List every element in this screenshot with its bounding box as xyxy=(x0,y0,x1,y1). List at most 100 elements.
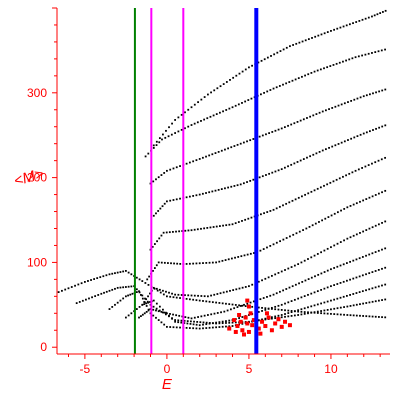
data-point xyxy=(371,271,374,273)
data-point xyxy=(124,269,127,272)
data-point xyxy=(342,280,345,283)
data-point xyxy=(384,298,387,301)
data-point xyxy=(230,146,233,149)
data-point xyxy=(251,64,253,67)
data-point xyxy=(318,221,320,223)
data-point xyxy=(100,292,103,295)
data-point xyxy=(314,35,317,38)
data-point xyxy=(263,91,265,94)
data-point xyxy=(331,107,334,109)
data-point xyxy=(155,144,158,146)
data-point xyxy=(203,295,206,298)
data-point xyxy=(368,196,371,199)
data-point xyxy=(207,93,209,96)
data-point xyxy=(145,302,148,305)
data-point xyxy=(349,236,352,239)
data-point xyxy=(365,315,368,318)
data-point xyxy=(241,102,243,104)
data-point xyxy=(381,221,383,224)
data-point xyxy=(359,96,362,99)
data-point xyxy=(260,59,263,62)
data-point xyxy=(152,286,155,289)
data-point xyxy=(215,301,218,304)
data-point xyxy=(364,17,367,20)
data-point xyxy=(122,270,125,273)
data-point xyxy=(260,213,262,216)
highlight-point xyxy=(243,315,248,320)
data-point xyxy=(229,308,232,311)
data-point xyxy=(279,240,281,243)
data-point xyxy=(156,240,158,243)
data-point xyxy=(352,314,355,317)
data-point xyxy=(215,326,218,329)
data-point xyxy=(217,188,220,191)
data-point xyxy=(165,311,167,314)
data-point xyxy=(348,58,351,61)
data-point xyxy=(342,175,344,178)
data-point xyxy=(377,50,380,53)
data-point xyxy=(147,152,150,155)
data-point xyxy=(361,256,364,258)
data-point xyxy=(323,309,326,312)
data-point xyxy=(215,113,218,115)
data-point xyxy=(250,216,253,219)
data-point xyxy=(158,288,161,291)
data-point xyxy=(234,222,237,225)
data-point xyxy=(157,261,160,264)
data-point xyxy=(241,322,244,325)
data-point xyxy=(215,321,218,324)
data-point xyxy=(155,302,158,305)
data-point xyxy=(285,46,288,49)
data-point xyxy=(355,21,358,23)
data-point xyxy=(210,294,212,297)
data-point xyxy=(248,285,250,288)
data-point xyxy=(186,320,189,323)
data-point xyxy=(198,324,201,327)
series-curve-11 xyxy=(144,48,386,158)
data-point xyxy=(129,293,132,296)
data-point xyxy=(203,118,206,121)
data-point xyxy=(160,174,163,176)
data-point xyxy=(234,321,237,324)
data-point xyxy=(266,295,268,298)
data-point xyxy=(336,27,339,30)
data-point xyxy=(342,263,345,266)
data-point xyxy=(221,325,224,328)
data-point xyxy=(365,254,367,257)
data-point xyxy=(377,223,380,226)
series-curve-7 xyxy=(146,189,387,281)
data-point xyxy=(298,282,300,285)
data-point xyxy=(157,310,160,313)
data-point xyxy=(219,111,221,114)
data-point xyxy=(316,303,319,306)
vertical-lines xyxy=(133,8,259,354)
data-point xyxy=(243,303,245,306)
data-point xyxy=(376,13,379,16)
data-point xyxy=(323,184,325,187)
data-point xyxy=(309,115,312,118)
data-point xyxy=(197,294,199,297)
data-point xyxy=(155,287,158,290)
data-point xyxy=(378,126,381,129)
data-point xyxy=(225,325,227,328)
data-point xyxy=(283,126,286,129)
data-point xyxy=(153,267,156,269)
data-point xyxy=(211,301,214,304)
data-point xyxy=(159,291,162,294)
data-point xyxy=(221,322,224,325)
data-point xyxy=(179,165,181,167)
data-point xyxy=(167,135,170,138)
data-point xyxy=(381,89,384,92)
data-point xyxy=(170,133,173,136)
highlight-point xyxy=(266,315,271,320)
data-point xyxy=(326,312,329,315)
data-point xyxy=(88,297,90,300)
data-point xyxy=(303,307,306,310)
data-point xyxy=(213,293,216,296)
x-axis-label: E xyxy=(162,376,173,393)
data-point xyxy=(239,183,242,186)
data-point xyxy=(225,224,228,227)
data-point xyxy=(228,325,231,328)
data-point xyxy=(190,124,193,126)
highlight-point xyxy=(246,329,251,334)
